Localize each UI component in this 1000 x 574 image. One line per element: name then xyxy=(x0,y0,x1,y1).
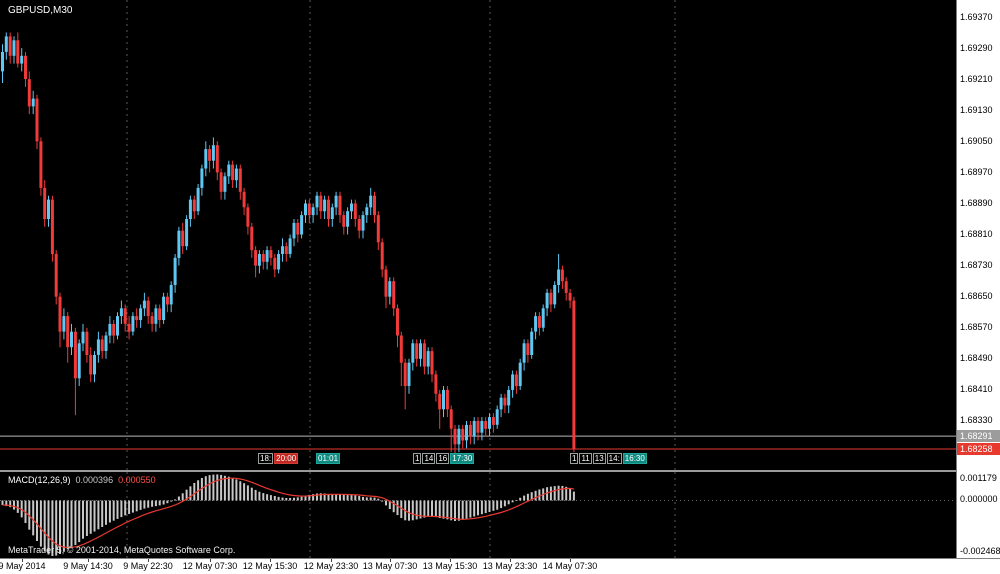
day-separator-gridlines xyxy=(126,0,676,470)
panel-resize-divider[interactable] xyxy=(0,470,1000,472)
time-axis-label: 13 May 23:30 xyxy=(482,561,538,571)
price-axis-label: 1.68890 xyxy=(960,198,993,208)
price-chart-canvas[interactable] xyxy=(0,0,956,470)
macd-histogram xyxy=(1,474,575,556)
price-axis-label: 1.68410 xyxy=(960,384,993,394)
time-marker-group: 01:01 xyxy=(316,453,341,471)
macd-signal-line xyxy=(2,477,574,549)
macd-signal-value: 0.000550 xyxy=(118,475,156,485)
price-axis-label: 1.68330 xyxy=(960,415,993,425)
time-marker[interactable]: 16 xyxy=(436,453,450,464)
time-marker[interactable]: 13 xyxy=(592,453,606,464)
time-axis-label: 12 May 15:30 xyxy=(242,561,298,571)
price-axis-label: 1.68970 xyxy=(960,167,993,177)
time-axis-label: 13 May 07:30 xyxy=(362,561,418,571)
time-axis-tick xyxy=(331,559,332,562)
macd-axis-label: 0.000000 xyxy=(960,494,998,504)
time-marker[interactable]: 20:00 xyxy=(274,453,299,464)
time-marker[interactable]: 1 xyxy=(570,453,579,464)
time-axis-label: 12 May 23:30 xyxy=(303,561,359,571)
time-marker-group: 1 14 16 17:30 xyxy=(413,453,475,471)
time-marker-group: 1 11 13 14: 16:30 xyxy=(570,453,648,471)
copyright-text: MetaTrader 5, © 2001-2014, MetaQuotes So… xyxy=(8,545,236,555)
time-axis-label: 9 May 14:30 xyxy=(63,561,113,571)
price-axis-label: 1.68730 xyxy=(960,260,993,270)
time-axis-tick xyxy=(510,559,511,562)
time-axis-label: 9 May 22:30 xyxy=(123,561,173,571)
time-axis-tick xyxy=(22,559,23,562)
price-axis-label: 1.69050 xyxy=(960,136,993,146)
time-marker[interactable]: 14 xyxy=(422,453,436,464)
macd-axis-label: -0.002468 xyxy=(960,546,1000,556)
macd-indicator-label: MACD(12,26,9) 0.000396 0.000550 xyxy=(8,475,156,485)
price-axis[interactable]: 1.69370 1.69290 1.69210 1.69130 1.69050 1.689… xyxy=(956,0,1000,558)
time-axis-tick xyxy=(210,559,211,562)
price-axis-label: 1.69290 xyxy=(960,43,993,53)
time-axis-label: 12 May 07:30 xyxy=(182,561,238,571)
time-marker[interactable]: 17:30 xyxy=(450,453,475,464)
price-axis-label: 1.68810 xyxy=(960,229,993,239)
time-axis-label: 14 May 07:30 xyxy=(542,561,598,571)
time-marker-group: 18: 20:00 xyxy=(258,453,299,471)
price-axis-label: 1.68490 xyxy=(960,353,993,363)
time-axis-tick xyxy=(390,559,391,562)
time-marker[interactable]: 1 xyxy=(413,453,422,464)
time-marker[interactable]: 14: xyxy=(606,453,622,464)
candles-series xyxy=(1,32,576,458)
time-axis-tick xyxy=(270,559,271,562)
macd-main-value: 0.000396 xyxy=(75,475,114,485)
ask-price-tag: 1.68291 xyxy=(957,430,1000,442)
time-marker[interactable]: 16:30 xyxy=(622,453,647,464)
time-axis-tick xyxy=(450,559,451,562)
price-axis-label: 1.69130 xyxy=(960,105,993,115)
price-axis-label: 1.69210 xyxy=(960,74,993,84)
price-axis-label: 1.69370 xyxy=(960,12,993,22)
symbol-timeframe-label: GBPUSD,M30 xyxy=(8,5,73,16)
time-axis-label: 13 May 15:30 xyxy=(422,561,478,571)
price-axis-label: 1.68650 xyxy=(960,291,993,301)
macd-axis-label: 0.001179 xyxy=(960,473,997,483)
time-axis-label: 9 May 2014 xyxy=(0,561,46,571)
time-marker[interactable]: 01:01 xyxy=(316,453,341,464)
time-axis-tick xyxy=(570,559,571,562)
time-marker[interactable]: 11 xyxy=(579,453,592,464)
time-axis-tick xyxy=(148,559,149,562)
bid-price-tag: 1.68258 xyxy=(957,443,1000,455)
macd-indicator-canvas[interactable] xyxy=(0,472,956,558)
macd-name: MACD(12,26,9) xyxy=(8,475,71,485)
time-axis-tick xyxy=(88,559,89,562)
time-axis[interactable]: 9 May 2014 9 May 14:30 9 May 22:30 12 May 0… xyxy=(0,558,1000,574)
time-marker[interactable]: 18: xyxy=(258,453,274,464)
price-axis-label: 1.68570 xyxy=(960,322,993,332)
